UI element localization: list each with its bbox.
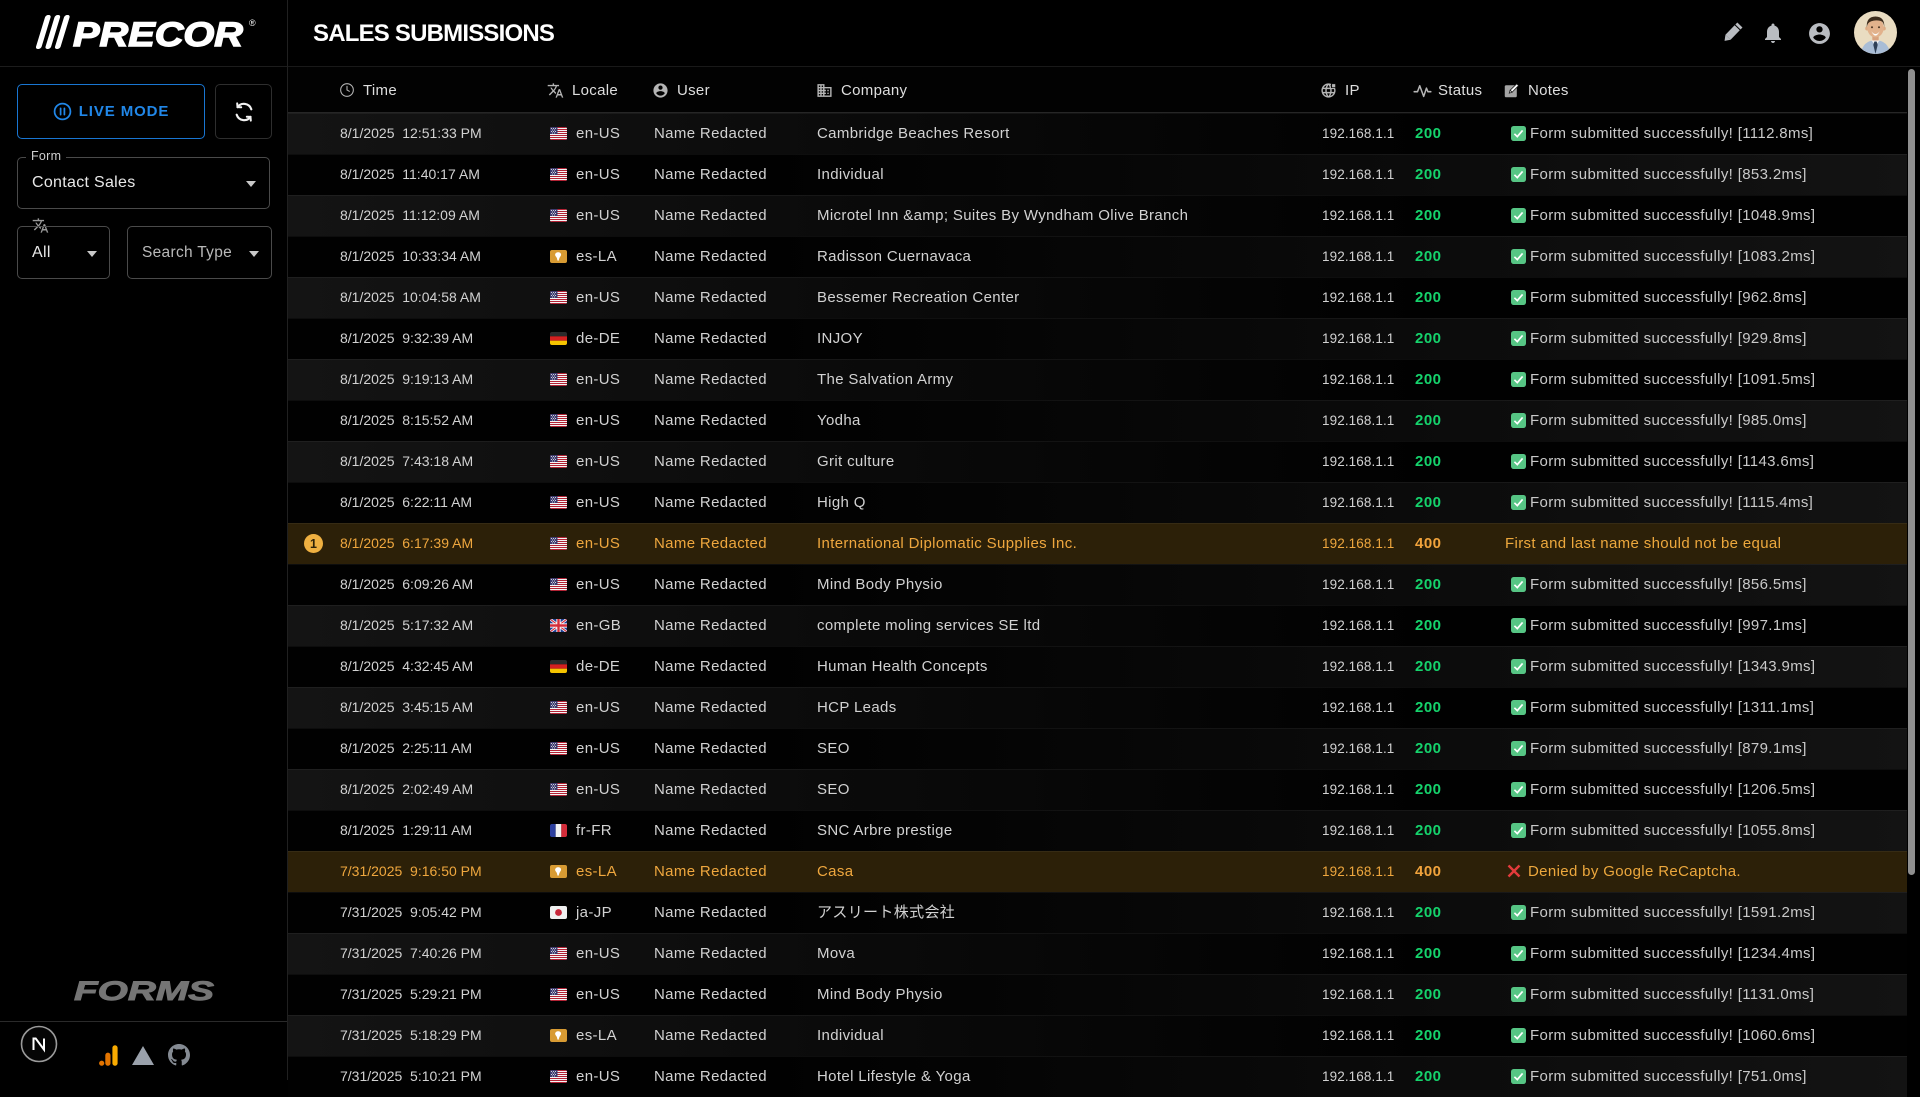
svg-text:1: 1 (310, 537, 317, 551)
svg-text:PRECOR: PRECOR (73, 16, 244, 50)
svg-text:®: ® (249, 18, 256, 28)
svg-text:FORMS: FORMS (74, 976, 214, 1006)
